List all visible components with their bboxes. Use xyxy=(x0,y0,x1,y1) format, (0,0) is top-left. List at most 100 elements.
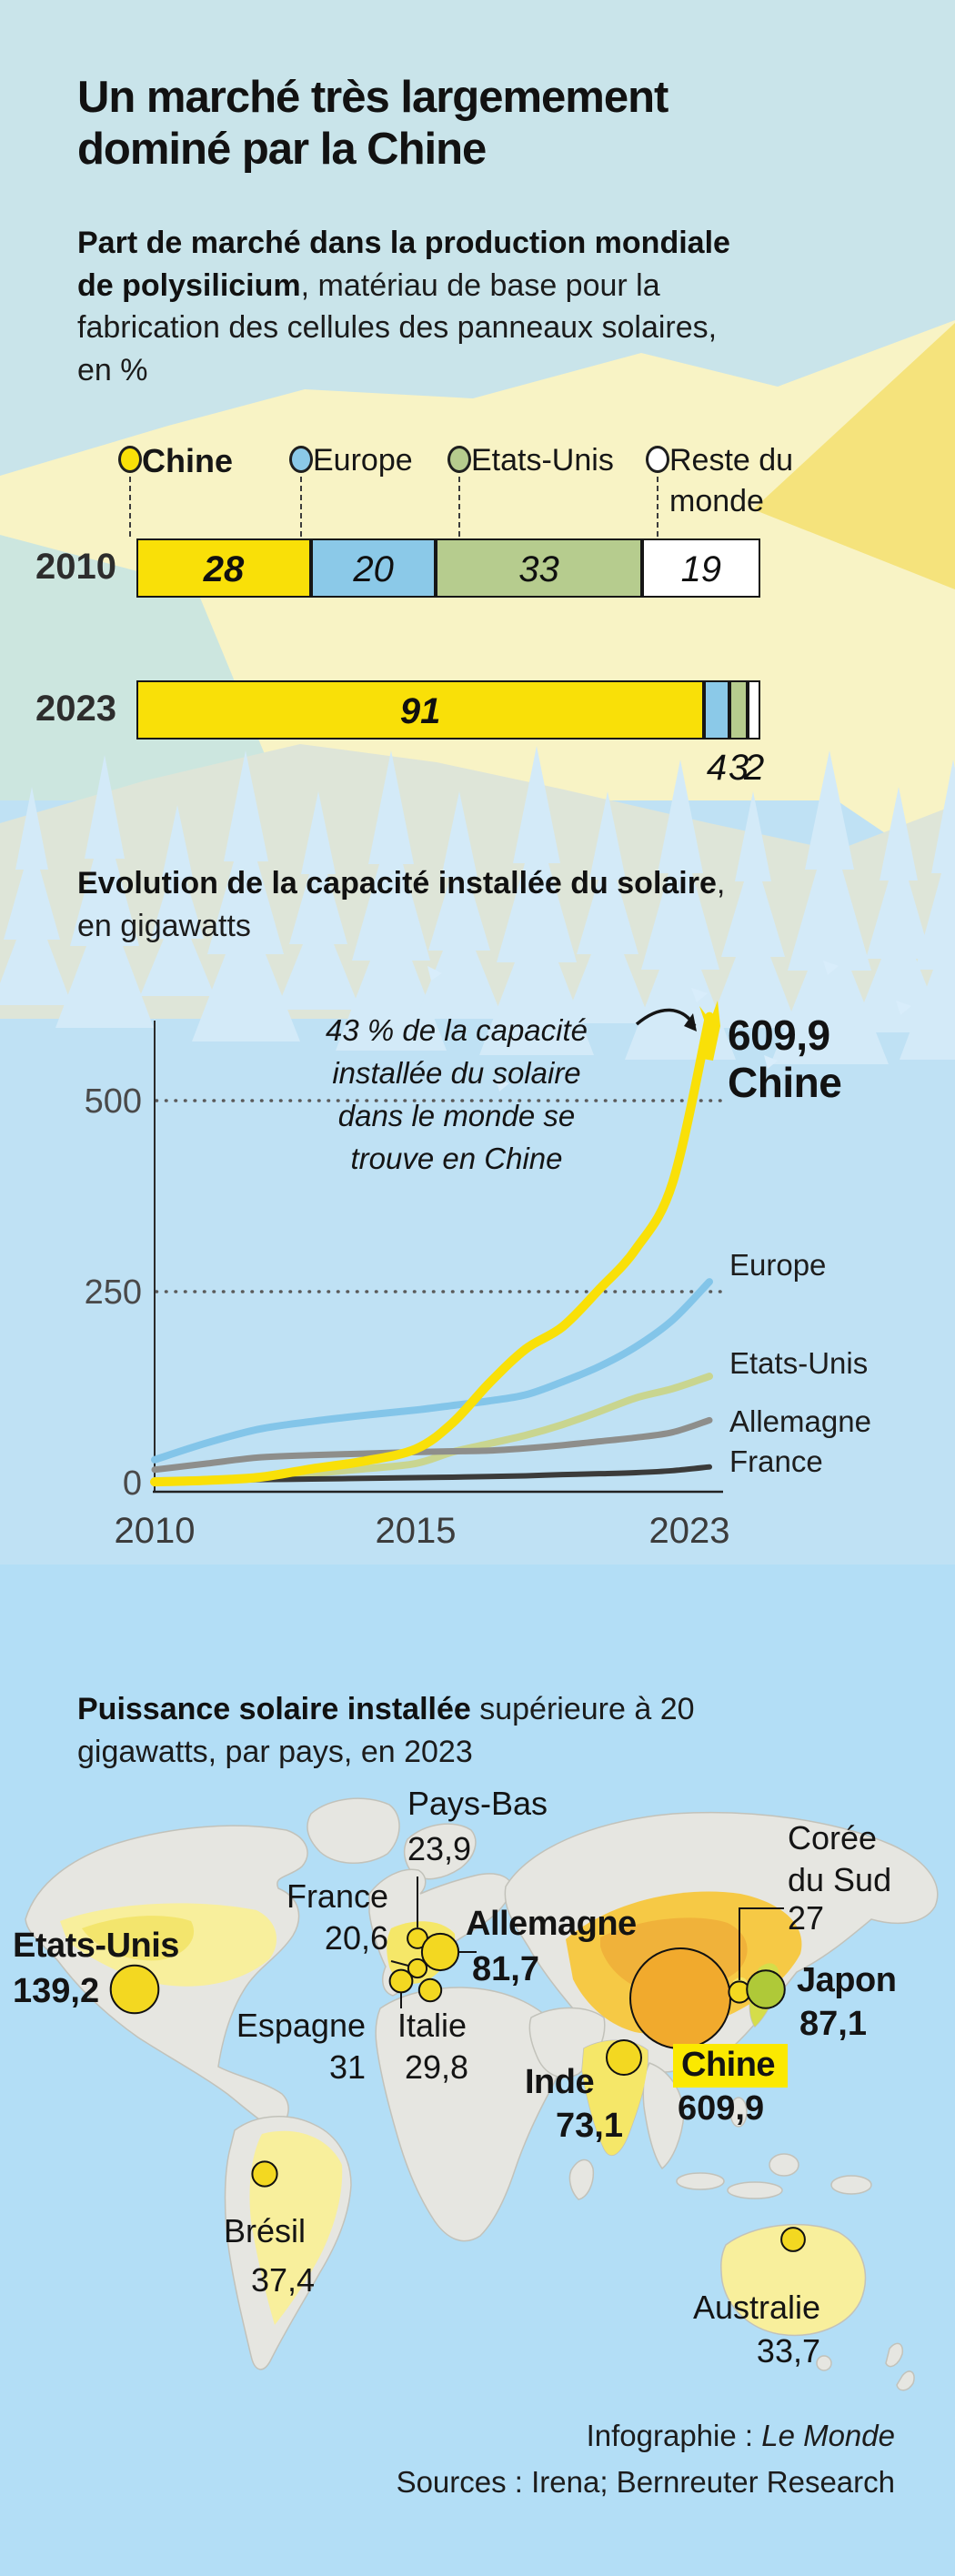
legend-dot-Reste du monde xyxy=(646,446,669,473)
bar-segment-2023-Chine: 91 xyxy=(136,680,705,740)
bar-segment-2023-Reste du monde xyxy=(748,680,760,740)
philippines xyxy=(729,2097,748,2128)
bubble-Inde xyxy=(606,2039,642,2076)
sun-wedge-right xyxy=(753,323,955,589)
greenland xyxy=(307,1797,400,1864)
solar-capacity-heading: Evolution de la capacité installée du so… xyxy=(77,866,726,943)
fir-tree xyxy=(192,750,300,1041)
legend-dropline-Chine xyxy=(129,477,131,537)
africa xyxy=(375,1987,563,2242)
country-label-Italie: Italie 29,8 xyxy=(397,2005,468,2088)
x-tick-2023: 2023 xyxy=(649,1511,730,1551)
fir-tree xyxy=(564,791,651,1023)
sumatra xyxy=(676,2172,725,2190)
bar-segment-2010-Europe: 20 xyxy=(311,538,437,598)
country-name-Chine: Chine xyxy=(673,2044,789,2088)
scandinavia xyxy=(403,1823,477,1880)
series-label-France: France xyxy=(729,1444,823,1478)
country-value-Italie: 29,8 xyxy=(405,2048,469,2086)
credit-brand: Le Monde xyxy=(761,2419,895,2452)
country-label-Corée du Sud: Corée du Sud 27 xyxy=(788,1817,906,1939)
country-label-Brésil: Brésil 37,4 xyxy=(224,2210,315,2301)
map-heading: Puissance solaire installée supérieure à… xyxy=(77,1692,695,1769)
line-series-Europe xyxy=(151,1278,713,1464)
country-name-Inde: Inde xyxy=(525,2063,595,2101)
country-value-Etats-Unis: 139,2 xyxy=(13,1972,100,2010)
country-label-Pays-Bas: Pays-Bas 23,9 xyxy=(407,1783,548,1870)
fir-tree xyxy=(276,791,360,1010)
java xyxy=(727,2181,783,2199)
fir-tree xyxy=(0,787,72,1005)
legend-label-Chine: Chine xyxy=(142,442,234,479)
fir-tree xyxy=(625,760,736,1060)
credit-prefix: Infographie : xyxy=(586,2419,762,2452)
country-value-Japon: 87,1 xyxy=(799,2005,867,2043)
country-value-Brésil: 37,4 xyxy=(251,2261,316,2299)
country-name-Australie: Australie xyxy=(692,2289,820,2326)
snow-confetti xyxy=(427,961,911,1092)
bubble-Chine xyxy=(629,1947,731,2049)
x-tick-2010: 2010 xyxy=(115,1511,196,1551)
bubble-Brésil xyxy=(251,2160,278,2188)
credit-line: Infographie : Le Monde xyxy=(397,2412,895,2459)
legend-dropline-Reste du monde xyxy=(657,477,658,537)
line-series-Etats-Unis xyxy=(151,1373,713,1484)
country-label-Allemagne: Allemagne 81,7 xyxy=(466,1903,637,1990)
australia xyxy=(720,2223,867,2337)
country-name-Italie: Italie xyxy=(397,2007,467,2044)
tasmania xyxy=(816,2355,832,2371)
line-series-Chine xyxy=(150,1011,714,1487)
madagascar xyxy=(568,2158,595,2200)
country-name-Corée du Sud: Corée du Sud xyxy=(788,1819,892,1898)
borneo xyxy=(769,2153,799,2177)
bar-segment-2010-Chine: 28 xyxy=(136,538,312,598)
annotation-arrowhead xyxy=(684,1013,697,1031)
country-name-France: France xyxy=(286,1877,388,1915)
polysilicon-heading: Part de marché dans la production mondia… xyxy=(77,226,730,387)
fir-tree xyxy=(900,760,955,1060)
country-value-Australie: 33,7 xyxy=(756,2332,820,2370)
series-label-Etats-Unis: Etats-Unis xyxy=(729,1346,869,1380)
country-value-Chine: 609,9 xyxy=(678,2089,765,2128)
bubble-Etats-Unis xyxy=(109,1964,160,2015)
fir-tree xyxy=(336,750,447,1051)
legend-dropline-Europe xyxy=(300,477,302,537)
country-name-Allemagne: Allemagne xyxy=(466,1905,637,1943)
legend-dot-Europe xyxy=(289,446,313,473)
country-name-Pays-Bas: Pays-Bas xyxy=(407,1785,548,1822)
fir-tree xyxy=(55,755,154,1028)
callout-name: Chine xyxy=(728,1059,842,1107)
connector-coree xyxy=(739,1907,784,1980)
connector-france xyxy=(390,1960,409,1967)
map-connectors xyxy=(390,1877,784,2008)
country-label-Japon: Japon 87,1 xyxy=(797,1959,897,2045)
chart-annotation: 43 % de la capacité installée du solaire d… xyxy=(325,1013,588,1175)
legend-label-Etats-Unis: Etats-Unis xyxy=(471,443,614,478)
callout-value: 609,9 xyxy=(728,1011,830,1059)
y-tick-500: 500 xyxy=(85,1082,142,1121)
bar-value-below-2023-Etats-Unis: 3 xyxy=(728,748,749,788)
line-series-Allemagne xyxy=(151,1416,713,1474)
country-value-Espagne: 31 xyxy=(328,2048,366,2086)
bar-year-2023: 2023 xyxy=(35,689,116,729)
china-line-flag xyxy=(699,1001,720,1061)
fir-tree xyxy=(852,787,945,1032)
country-label-Espagne: Espagne 31 xyxy=(236,2005,366,2088)
y-tick-250: 250 xyxy=(85,1273,142,1312)
line-chart: 0 250 500 2010 2015 2023 xyxy=(85,1001,730,1551)
country-value-Pays-Bas: 23,9 xyxy=(407,1830,472,1867)
sources-line: Sources : Irena; Bernreuter Research xyxy=(396,2465,895,2500)
country-label-Etats-Unis: Etats-Unis 139,2 xyxy=(13,1925,179,2012)
bar-value-below-2023-Reste du monde: 2 xyxy=(744,748,765,788)
fir-tree xyxy=(479,746,594,1055)
fir-trees xyxy=(0,746,955,1064)
country-value-Inde: 73,1 xyxy=(556,2107,623,2145)
fir-tree xyxy=(416,791,503,1019)
bar-segment-2023-Etats-Unis xyxy=(729,680,749,740)
y-tick-0: 0 xyxy=(123,1464,142,1503)
china-callout: 609,9 Chine xyxy=(728,1011,842,1107)
bubble-France xyxy=(407,1957,428,1979)
bar-value-below-2023-Europe: 4 xyxy=(706,748,728,788)
country-name-Brésil: Brésil xyxy=(224,2212,307,2249)
